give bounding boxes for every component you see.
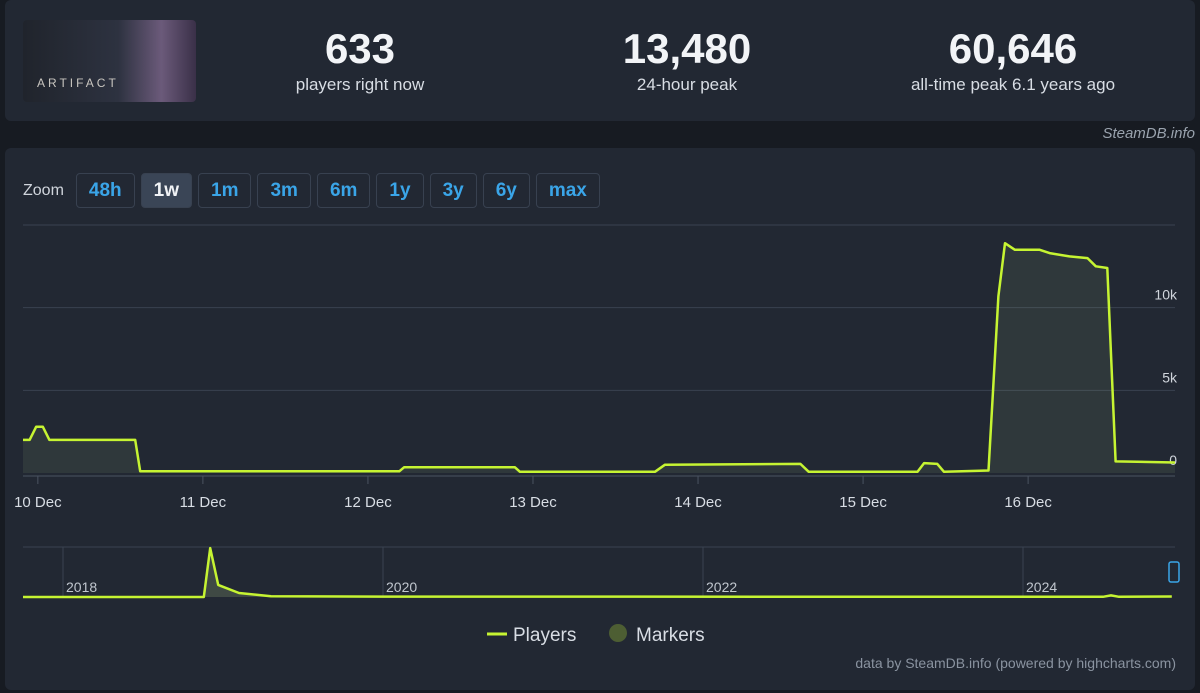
y-tick-label: 5k (1162, 369, 1178, 385)
zoom-button[interactable]: 6y (482, 173, 530, 208)
navigator-tick-label: 2022 (706, 579, 737, 595)
navigator-tick-label: 2024 (1026, 579, 1057, 595)
legend-item[interactable]: Players (487, 625, 576, 646)
logo-text: ARTIFACT (37, 76, 119, 90)
zoom-button[interactable]: max (535, 173, 600, 208)
x-tick-label: 10 Dec (14, 494, 62, 511)
line (23, 241, 1176, 473)
stat-value: 13,480 (622, 25, 752, 72)
navigator-tick-label: 2020 (386, 579, 417, 595)
stat: 13,480 24-hour peak (537, 25, 837, 95)
x-tick-label: 14 Dec (674, 494, 722, 511)
y-tick-label: 10k (1154, 287, 1178, 303)
zoom-button[interactable]: 1y (376, 173, 424, 208)
navigator-label-bg (704, 579, 742, 595)
area (23, 548, 1172, 597)
line (23, 546, 1172, 599)
navigator-tick-label: 2018 (66, 579, 97, 595)
area (23, 243, 1175, 473)
x-tick-label: 16 Dec (1004, 494, 1052, 511)
legend-swatch (609, 624, 627, 642)
stat-label: all-time peak 6.1 years ago (910, 75, 1116, 94)
game-logo[interactable]: ARTIFACT (23, 20, 196, 102)
zoom-button[interactable]: 1m (198, 173, 252, 208)
navigator-label-bg (384, 579, 422, 595)
zoom-bar: Zoom 48h 1w 1m 3m 6m 1y 3y 6y max (23, 173, 600, 208)
x-tick-label: 15 Dec (839, 494, 887, 511)
credits: data by SteamDB.info (powered by highcha… (855, 655, 1176, 671)
zoom-label: Zoom (23, 181, 64, 199)
legend-item[interactable]: Markers (609, 624, 705, 646)
stat: 60,646 all-time peak 6.1 years ago (863, 25, 1163, 95)
stat-label: players right now (295, 75, 425, 94)
x-tick-label: 13 Dec (509, 494, 557, 511)
zoom-button[interactable]: 3y (429, 173, 477, 208)
stat-label: 24-hour peak (636, 75, 738, 94)
stat-value: 60,646 (948, 25, 1078, 72)
navigator-label-bg (64, 579, 102, 595)
zoom-button[interactable]: 1w (140, 173, 193, 208)
header-panel (5, 0, 1195, 121)
navigator-handle (1168, 561, 1180, 583)
zoom-button[interactable]: 3m (257, 173, 311, 208)
stat-value: 633 (324, 25, 396, 72)
stat: 633 players right now (210, 25, 510, 95)
zoom-button[interactable]: 48h (75, 173, 135, 208)
navigator-label-bg (1024, 579, 1062, 595)
legend-label: Markers (636, 625, 705, 646)
y-tick-label: 0 (1169, 452, 1177, 468)
chart-panel (5, 148, 1195, 690)
zoom-button[interactable]: 6m (316, 173, 371, 208)
x-tick-label: 12 Dec (344, 494, 392, 511)
source-link[interactable]: SteamDB.info (1102, 125, 1195, 142)
x-tick-label: 11 Dec (180, 494, 227, 511)
legend-label: Players (513, 625, 576, 646)
